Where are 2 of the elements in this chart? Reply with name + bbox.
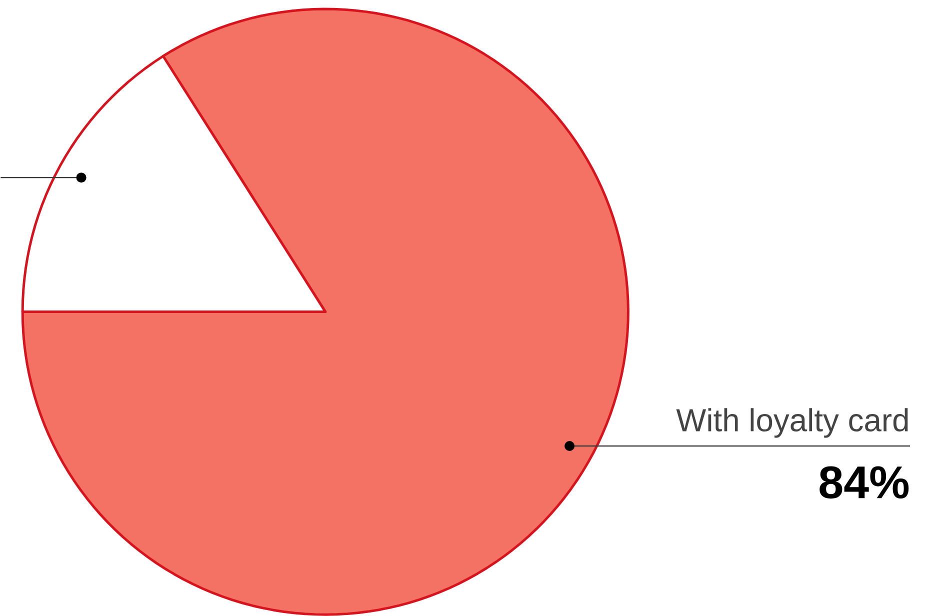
data-label: 84% [820,466,909,499]
slice-label: With loyalty card [676,408,908,438]
